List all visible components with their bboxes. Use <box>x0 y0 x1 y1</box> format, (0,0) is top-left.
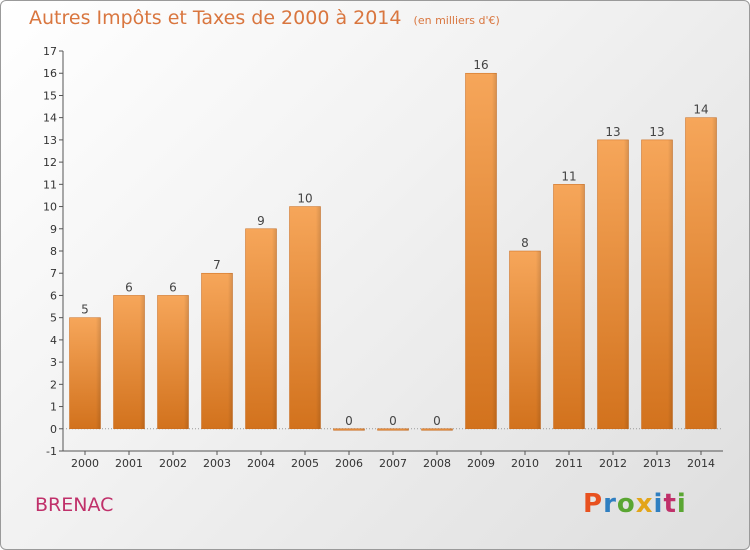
x-tick-label-2013: 2013 <box>643 457 671 470</box>
y-tick-label: 0 <box>50 423 57 436</box>
brand-letter: i <box>676 489 687 519</box>
chart-bars <box>69 72 717 431</box>
x-tick-label-2007: 2007 <box>379 457 407 470</box>
bar-shade <box>465 73 497 429</box>
chart-title-text: Autres Impôts et Taxes de 2000 à 2014 <box>29 7 402 29</box>
y-tick-label: 4 <box>50 334 57 347</box>
bar-shade <box>553 184 585 429</box>
x-tick-label-2004: 2004 <box>247 457 275 470</box>
value-label-2007: 0 <box>389 414 397 428</box>
bar-shade <box>69 317 101 429</box>
value-label-2009: 16 <box>473 58 488 72</box>
y-tick-label: 7 <box>50 267 57 280</box>
y-tick-label: 17 <box>43 45 57 58</box>
bar-shade <box>201 273 233 429</box>
y-tick-label: 13 <box>43 134 57 147</box>
x-tick-label-2010: 2010 <box>511 457 539 470</box>
x-tick-label-2014: 2014 <box>687 457 715 470</box>
y-tick-label: 8 <box>50 245 57 258</box>
bar-shade <box>597 139 629 429</box>
y-tick-label: 15 <box>43 89 57 102</box>
brand-letter: t <box>663 489 677 519</box>
x-tick-label-2001: 2001 <box>115 457 143 470</box>
x-tick-label-2008: 2008 <box>423 457 451 470</box>
bar-shade <box>377 428 409 431</box>
value-label-2004: 9 <box>257 214 265 228</box>
y-tick-label: 12 <box>43 156 57 169</box>
brand-letter: i <box>653 489 664 519</box>
y-tick-label: 9 <box>50 223 57 236</box>
bar-shade <box>421 428 453 431</box>
chart-title: Autres Impôts et Taxes de 2000 à 2014 (e… <box>29 7 500 29</box>
value-label-2002: 6 <box>169 280 177 294</box>
brand-letter: o <box>616 489 636 519</box>
commune-name: BRENAC <box>35 494 114 516</box>
x-tick-label-2003: 2003 <box>203 457 231 470</box>
value-label-2003: 7 <box>213 258 221 272</box>
y-tick-label: 5 <box>50 312 57 325</box>
value-label-2010: 8 <box>521 236 529 250</box>
x-tick-label-2006: 2006 <box>335 457 363 470</box>
brand-letter: x <box>635 489 654 519</box>
value-label-2011: 11 <box>561 169 576 183</box>
x-tick-label-2002: 2002 <box>159 457 187 470</box>
value-label-2000: 5 <box>81 303 89 317</box>
bar-shade <box>333 428 365 431</box>
x-tick-label-2012: 2012 <box>599 457 627 470</box>
y-tick-label: 2 <box>50 378 57 391</box>
value-label-2013: 13 <box>649 125 664 139</box>
value-label-2005: 10 <box>297 192 312 206</box>
bar-shade <box>289 206 321 429</box>
y-tick-label: 16 <box>43 67 57 80</box>
x-tick-label-2000: 2000 <box>71 457 99 470</box>
bar-shade <box>641 139 673 429</box>
value-label-2014: 14 <box>693 103 708 117</box>
value-label-2008: 0 <box>433 414 441 428</box>
x-tick-label-2011: 2011 <box>555 457 583 470</box>
brand-letter: P <box>583 489 604 519</box>
y-tick-label: 3 <box>50 356 57 369</box>
bar-shade <box>685 117 717 429</box>
y-tick-label: -1 <box>46 445 57 458</box>
x-tick-label-2005: 2005 <box>291 457 319 470</box>
brand-logo: Proxiti <box>583 489 687 519</box>
y-tick-label: 10 <box>43 201 57 214</box>
y-tick-label: 11 <box>43 178 57 191</box>
x-tick-label-2009: 2009 <box>467 457 495 470</box>
bar-shade <box>157 295 189 429</box>
chart-unit: (en milliers d'€) <box>413 14 500 27</box>
bar-shade <box>113 295 145 429</box>
value-label-2012: 13 <box>605 125 620 139</box>
y-tick-label: 1 <box>50 401 57 414</box>
value-label-2001: 6 <box>125 280 133 294</box>
y-tick-label: 14 <box>43 112 57 125</box>
value-label-2006: 0 <box>345 414 353 428</box>
bar-shade <box>245 228 277 429</box>
bar-shade <box>509 251 541 429</box>
y-tick-label: 6 <box>50 289 57 302</box>
chart-labels: 2000 5 2001 6 2002 6 2003 7 2004 9 2005 10 2006 0 2007… <box>71 58 715 470</box>
brand-letter: r <box>603 489 617 519</box>
